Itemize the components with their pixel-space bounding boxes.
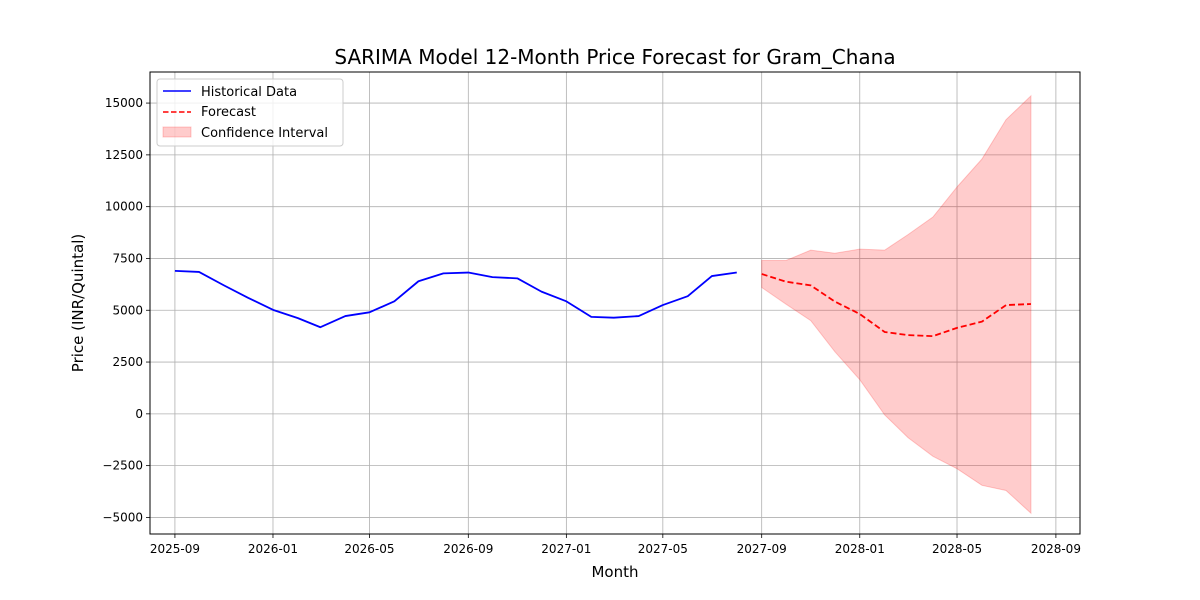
legend-confidence-swatch: [162, 126, 192, 138]
y-tick-label: 2500: [112, 355, 143, 369]
y-tick-label: 5000: [112, 303, 143, 317]
y-tick-label: 0: [135, 407, 143, 421]
legend: Historical Data Forecast Confidence Inte…: [156, 78, 344, 147]
legend-confidence-label: Confidence Interval: [201, 126, 328, 141]
x-tick-label: 2027-01: [541, 542, 591, 556]
series-layer: [174, 269, 1032, 338]
x-tick-label: 2026-01: [248, 542, 298, 556]
x-tick-label: 2027-09: [737, 542, 787, 556]
y-tick-label: −2500: [102, 459, 143, 473]
x-tick-label: 2028-01: [835, 542, 885, 556]
confidence-interval-layer: [761, 94, 1032, 515]
y-axis-title: Price (INR/Quintal): [69, 234, 87, 372]
confidence-interval-band: [761, 94, 1032, 515]
legend-box: [156, 78, 344, 147]
y-axis-ticks: −5000 −2500 0 2500 5000 7500 10000 12500 15000: [102, 96, 150, 524]
legend-historical-label: Historical Data: [201, 85, 297, 100]
x-tick-label: 2027-05: [638, 542, 688, 556]
x-tick-label: 2025-09: [150, 542, 200, 556]
legend-forecast-label: Forecast: [201, 105, 256, 120]
y-tick-label: −5000: [102, 510, 143, 524]
y-tick-label: 12500: [105, 148, 143, 162]
x-axis-title: Month: [591, 563, 638, 581]
grid-lines: [150, 72, 1080, 534]
y-tick-label: 10000: [105, 200, 143, 214]
forecast-line: [761, 273, 1032, 338]
x-axis-ticks: 2025-09 2026-01 2026-05 2026-09 2027-01 2027-…: [150, 534, 1081, 556]
x-tick-label: 2026-05: [344, 542, 394, 556]
x-tick-label: 2026-09: [443, 542, 493, 556]
x-tick-label: 2028-05: [932, 542, 982, 556]
y-tick-label: 15000: [105, 96, 143, 110]
x-tick-label: 2028-09: [1031, 542, 1081, 556]
y-tick-label: 7500: [112, 251, 143, 265]
chart-title: SARIMA Model 12-Month Price Forecast for…: [334, 45, 895, 69]
plot-frame: [149, 71, 1081, 535]
historical-data-line: [174, 269, 737, 329]
